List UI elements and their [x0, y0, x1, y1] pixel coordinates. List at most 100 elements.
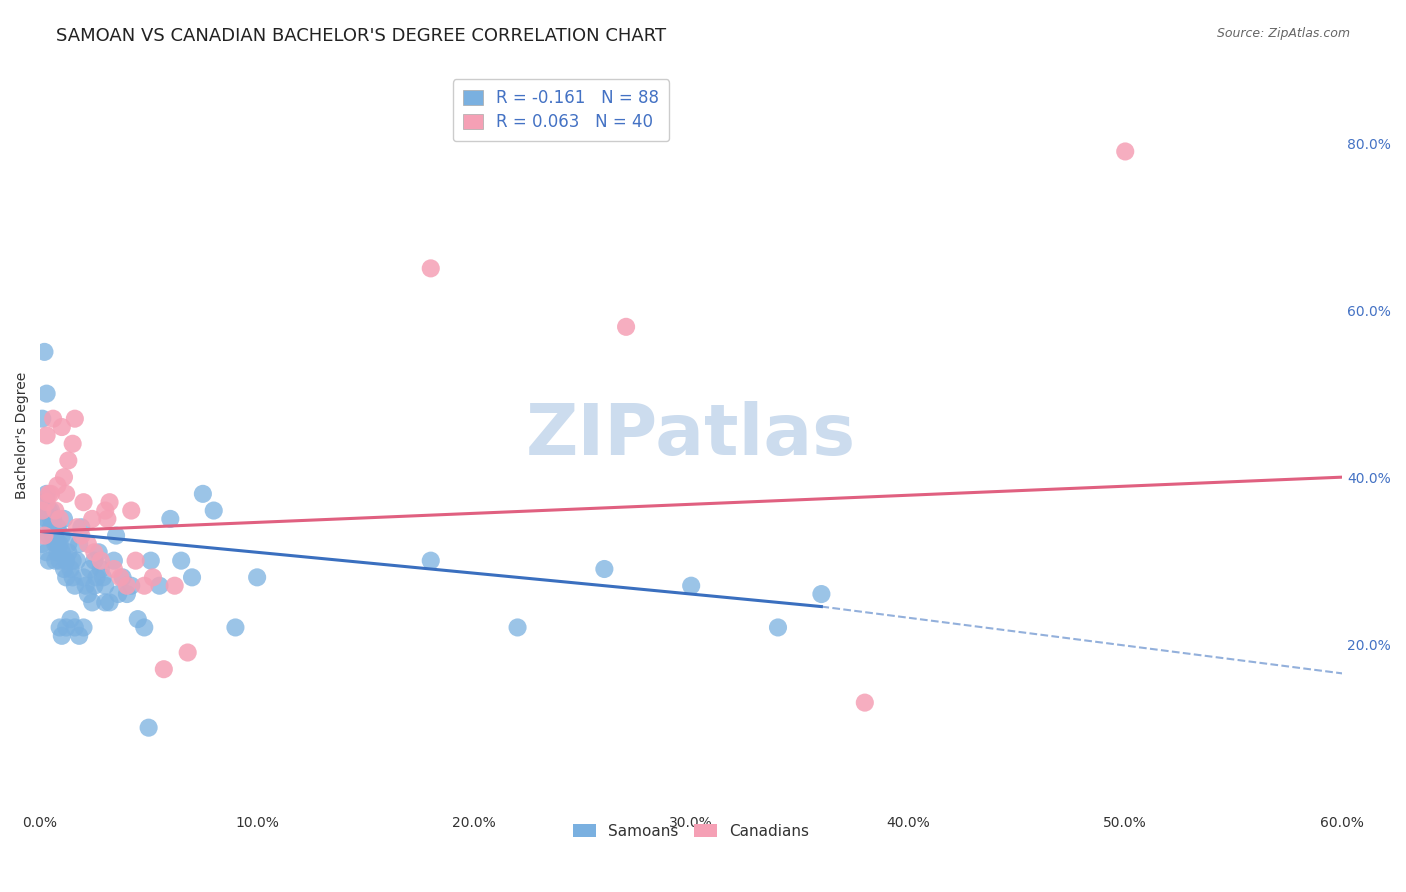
Point: [34, 520, 56, 534]
Point: [67, 629, 90, 643]
Point: [48, 537, 70, 551]
Point: [115, 579, 138, 593]
Point: [35, 545, 58, 559]
Point: [55, 620, 77, 634]
Point: [42, 411, 65, 425]
Point: [35, 495, 58, 509]
Text: ZIPatlas: ZIPatlas: [526, 401, 856, 470]
Point: [67, 537, 90, 551]
Point: [39, 487, 62, 501]
Point: [593, 562, 616, 576]
Point: [72, 620, 94, 634]
Point: [75, 579, 97, 593]
Point: [105, 528, 128, 542]
Point: [94, 579, 117, 593]
Point: [39, 520, 62, 534]
Point: [87, 545, 110, 559]
Point: [51, 545, 73, 559]
Point: [98, 595, 121, 609]
Point: [170, 554, 193, 568]
Point: [159, 512, 181, 526]
Legend: Samoans, Canadians: Samoans, Canadians: [567, 818, 815, 845]
Point: [63, 411, 86, 425]
Point: [51, 528, 73, 542]
Point: [82, 512, 104, 526]
Point: [46, 520, 69, 534]
Point: [83, 545, 105, 559]
Point: [38, 554, 60, 568]
Point: [51, 629, 73, 643]
Point: [53, 512, 76, 526]
Point: [191, 487, 214, 501]
Point: [48, 620, 70, 634]
Point: [44, 503, 66, 517]
Point: [38, 503, 60, 517]
Point: [86, 570, 108, 584]
Point: [120, 579, 142, 593]
Point: [35, 386, 58, 401]
Point: [163, 579, 186, 593]
Point: [31, 503, 53, 517]
Point: [91, 570, 114, 584]
Point: [44, 537, 66, 551]
Point: [42, 520, 65, 534]
Point: [76, 587, 98, 601]
Point: [31, 411, 53, 425]
Point: [62, 436, 84, 450]
Point: [94, 595, 117, 609]
Point: [138, 721, 160, 735]
Point: [246, 570, 269, 584]
Y-axis label: Bachelor's Degree: Bachelor's Degree: [15, 372, 30, 499]
Point: [134, 579, 156, 593]
Point: [34, 528, 56, 542]
Point: [35, 512, 58, 526]
Point: [58, 453, 80, 467]
Point: [202, 503, 225, 517]
Point: [58, 537, 80, 551]
Point: [31, 537, 53, 551]
Point: [72, 495, 94, 509]
Point: [44, 554, 66, 568]
Point: [38, 487, 60, 501]
Point: [94, 503, 117, 517]
Point: [42, 528, 65, 542]
Point: [48, 512, 70, 526]
Point: [70, 528, 93, 542]
Point: [62, 570, 84, 584]
Point: [35, 487, 58, 501]
Point: [134, 620, 156, 634]
Point: [83, 554, 105, 568]
Point: [153, 662, 176, 676]
Point: [176, 646, 198, 660]
Point: [614, 319, 637, 334]
Point: [55, 487, 77, 501]
Point: [181, 570, 204, 584]
Point: [59, 562, 82, 576]
Point: [127, 612, 149, 626]
Point: [419, 261, 441, 276]
Point: [1114, 145, 1136, 159]
Point: [46, 478, 69, 492]
Point: [66, 554, 89, 568]
Point: [853, 696, 876, 710]
Point: [83, 579, 105, 593]
Point: [107, 587, 129, 601]
Point: [76, 537, 98, 551]
Point: [34, 503, 56, 517]
Point: [70, 520, 93, 534]
Point: [55, 554, 77, 568]
Point: [72, 570, 94, 584]
Point: [810, 587, 832, 601]
Point: [115, 587, 138, 601]
Point: [53, 562, 76, 576]
Point: [120, 503, 142, 517]
Point: [42, 512, 65, 526]
Point: [506, 620, 529, 634]
Point: [98, 495, 121, 509]
Point: [66, 520, 89, 534]
Point: [58, 545, 80, 559]
Point: [63, 579, 86, 593]
Point: [103, 554, 125, 568]
Point: [34, 495, 56, 509]
Point: [46, 545, 69, 559]
